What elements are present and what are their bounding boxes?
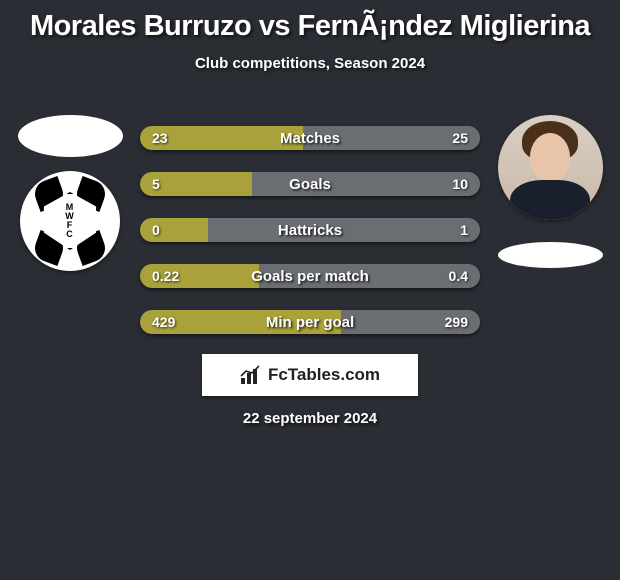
stat-value-left: 5 bbox=[140, 172, 172, 196]
stat-value-right: 299 bbox=[433, 310, 480, 334]
chart-icon bbox=[240, 365, 262, 385]
logo-text: FcTables.com bbox=[268, 365, 380, 385]
stat-value-right: 10 bbox=[440, 172, 480, 196]
stat-value-right: 0.4 bbox=[437, 264, 480, 288]
stat-value-left: 429 bbox=[140, 310, 187, 334]
stat-value-left: 0.22 bbox=[140, 264, 191, 288]
stat-row: 0.220.4Goals per match bbox=[140, 264, 480, 288]
club-right-placeholder bbox=[498, 242, 603, 268]
stat-row: 01Hattricks bbox=[140, 218, 480, 242]
stats-container: 2325Matches510Goals01Hattricks0.220.4Goa… bbox=[140, 126, 480, 356]
subtitle: Club competitions, Season 2024 bbox=[0, 55, 620, 72]
stat-row: 510Goals bbox=[140, 172, 480, 196]
stat-value-left: 23 bbox=[140, 126, 180, 150]
player-left-placeholder bbox=[18, 115, 123, 157]
club-left-badge: M W F C bbox=[20, 171, 120, 271]
fctables-logo[interactable]: FcTables.com bbox=[202, 354, 418, 396]
date-text: 22 september 2024 bbox=[0, 410, 620, 427]
player-right-column bbox=[490, 115, 610, 268]
stat-row: 2325Matches bbox=[140, 126, 480, 150]
stat-value-left: 0 bbox=[140, 218, 172, 242]
stat-fill-right bbox=[208, 218, 480, 242]
stat-value-right: 1 bbox=[448, 218, 480, 242]
player-left-column: M W F C bbox=[10, 115, 130, 271]
stat-value-right: 25 bbox=[440, 126, 480, 150]
player-right-avatar bbox=[498, 115, 603, 220]
page-title: Morales Burruzo vs FernÃ¡ndez Miglierina bbox=[0, 0, 620, 43]
stat-row: 429299Min per goal bbox=[140, 310, 480, 334]
